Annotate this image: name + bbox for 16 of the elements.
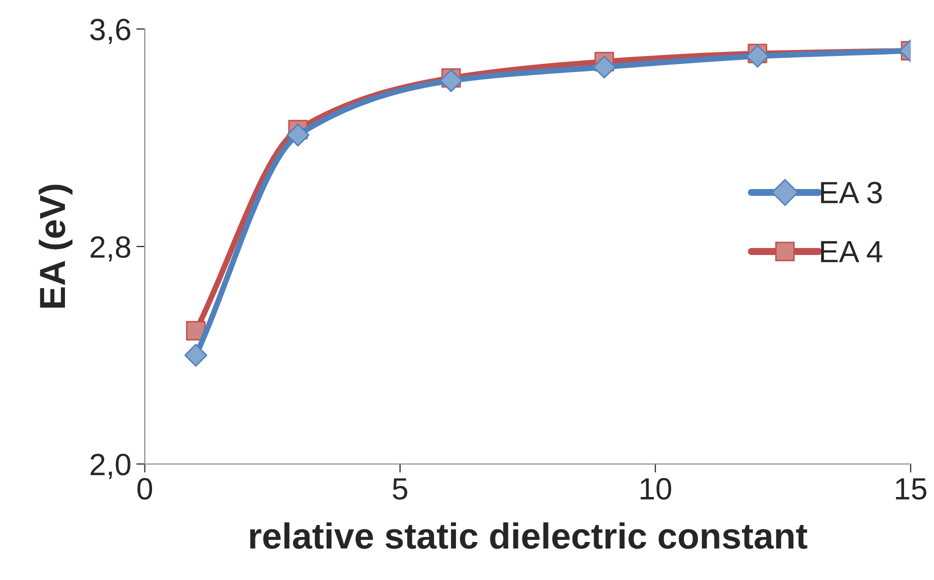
x-axis-title: relative static dielectric constant <box>250 522 808 549</box>
point <box>440 69 463 92</box>
y-tick-label: 2,0 <box>90 454 130 479</box>
point <box>286 124 310 146</box>
point <box>746 44 769 68</box>
x-tick-label: 5 <box>392 478 408 500</box>
point <box>592 56 616 79</box>
legend-label: EA 3 <box>821 182 882 204</box>
x-tick-label: 0 <box>137 478 152 500</box>
x-tick-label: 10 <box>640 478 672 500</box>
legend-label: EA 4 <box>821 241 882 262</box>
y-tick-label: 3,6 <box>90 18 130 44</box>
y-tick-label: 2,8 <box>90 236 130 262</box>
y-axis-title: EA (eV) <box>38 184 72 308</box>
x-tick-label: 15 <box>896 478 926 500</box>
point <box>184 344 208 367</box>
